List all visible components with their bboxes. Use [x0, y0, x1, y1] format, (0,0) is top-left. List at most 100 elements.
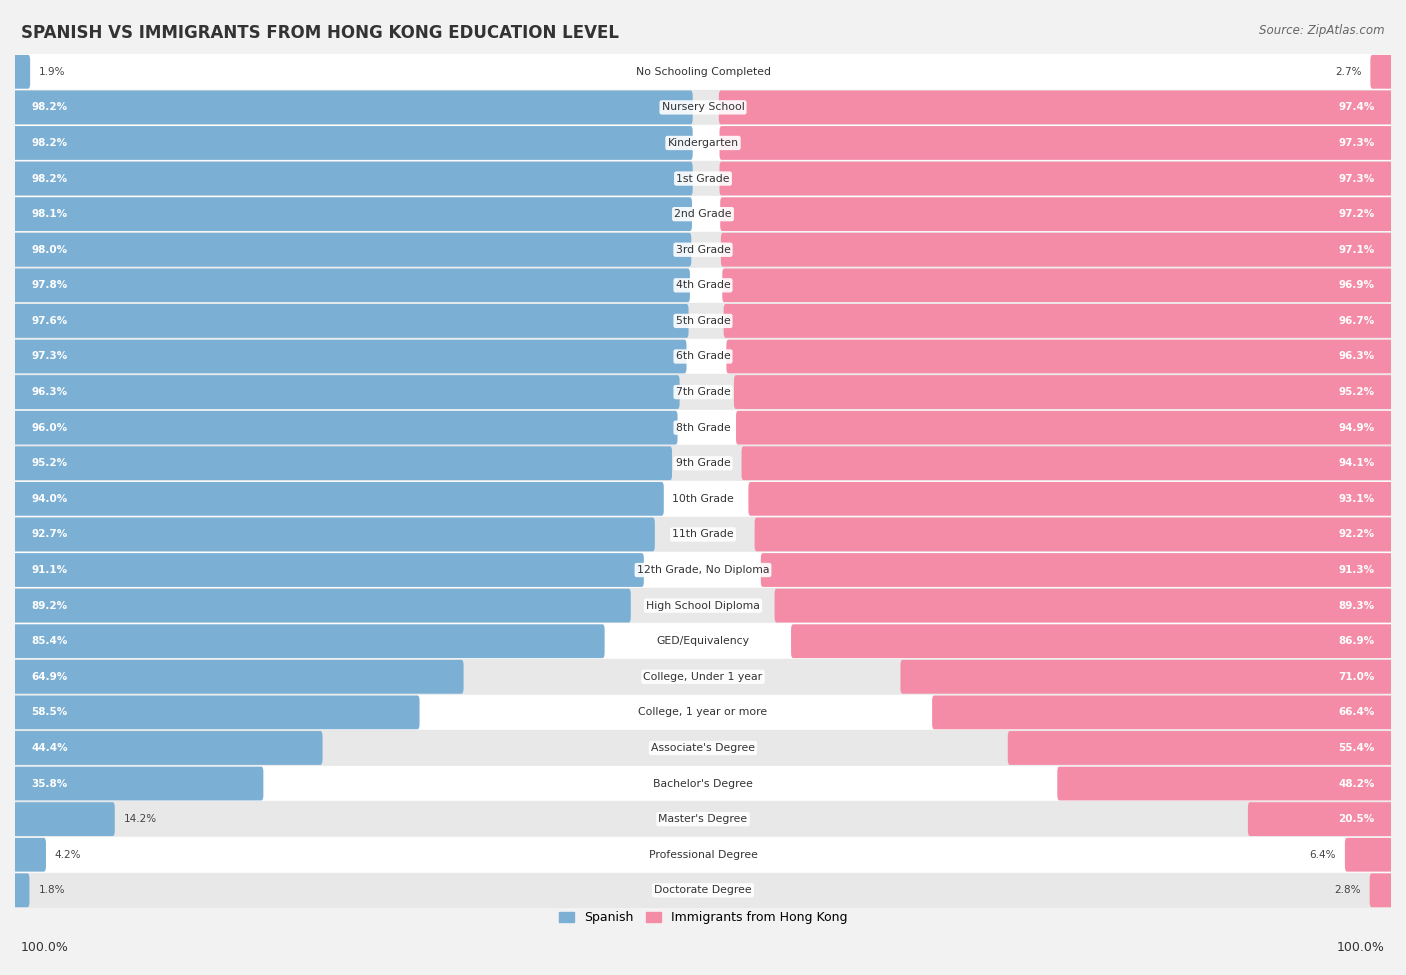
Text: 1.8%: 1.8% — [38, 885, 65, 895]
Text: 11th Grade: 11th Grade — [672, 529, 734, 539]
FancyBboxPatch shape — [13, 410, 678, 445]
FancyBboxPatch shape — [13, 874, 30, 907]
Bar — [15, 659, 1391, 694]
FancyBboxPatch shape — [13, 731, 322, 764]
Text: 10th Grade: 10th Grade — [672, 494, 734, 504]
FancyBboxPatch shape — [13, 838, 46, 872]
Bar — [15, 552, 1391, 588]
Text: 85.4%: 85.4% — [31, 637, 67, 646]
Bar — [15, 54, 1391, 90]
Text: 14.2%: 14.2% — [124, 814, 157, 824]
FancyBboxPatch shape — [13, 162, 693, 195]
Text: 3rd Grade: 3rd Grade — [675, 245, 731, 254]
Text: 2.8%: 2.8% — [1334, 885, 1361, 895]
Text: Doctorate Degree: Doctorate Degree — [654, 885, 752, 895]
Text: 91.1%: 91.1% — [31, 566, 67, 575]
Bar — [15, 232, 1391, 267]
FancyBboxPatch shape — [718, 91, 1393, 124]
Text: 66.4%: 66.4% — [1339, 708, 1375, 718]
FancyBboxPatch shape — [1249, 802, 1393, 836]
Text: 55.4%: 55.4% — [1339, 743, 1375, 753]
Bar — [15, 90, 1391, 125]
FancyBboxPatch shape — [1057, 766, 1393, 800]
Text: 96.3%: 96.3% — [1339, 352, 1375, 362]
Text: College, 1 year or more: College, 1 year or more — [638, 708, 768, 718]
FancyBboxPatch shape — [792, 624, 1393, 658]
Text: 98.2%: 98.2% — [31, 102, 67, 112]
Bar — [15, 801, 1391, 837]
Bar — [15, 517, 1391, 552]
Text: 35.8%: 35.8% — [31, 779, 67, 789]
Text: 20.5%: 20.5% — [1339, 814, 1375, 824]
FancyBboxPatch shape — [755, 518, 1393, 551]
FancyBboxPatch shape — [900, 660, 1393, 693]
Text: 92.7%: 92.7% — [31, 529, 67, 539]
Text: Professional Degree: Professional Degree — [648, 850, 758, 860]
FancyBboxPatch shape — [13, 268, 690, 302]
Bar — [15, 196, 1391, 232]
Bar — [15, 374, 1391, 410]
FancyBboxPatch shape — [13, 304, 689, 337]
FancyBboxPatch shape — [724, 304, 1393, 337]
FancyBboxPatch shape — [13, 624, 605, 658]
FancyBboxPatch shape — [13, 447, 672, 480]
Text: 91.3%: 91.3% — [1339, 566, 1375, 575]
FancyBboxPatch shape — [13, 660, 464, 693]
FancyBboxPatch shape — [748, 482, 1393, 516]
Text: 94.9%: 94.9% — [1339, 423, 1375, 433]
Text: GED/Equivalency: GED/Equivalency — [657, 637, 749, 646]
Text: 97.3%: 97.3% — [1339, 138, 1375, 148]
Text: 100.0%: 100.0% — [1337, 941, 1385, 955]
Text: 95.2%: 95.2% — [31, 458, 67, 468]
Text: 97.6%: 97.6% — [31, 316, 67, 326]
FancyBboxPatch shape — [13, 126, 693, 160]
FancyBboxPatch shape — [13, 233, 692, 266]
Text: 5th Grade: 5th Grade — [676, 316, 730, 326]
Text: Nursery School: Nursery School — [662, 102, 744, 112]
Text: 58.5%: 58.5% — [31, 708, 67, 718]
Text: 89.2%: 89.2% — [31, 601, 67, 610]
Text: Associate's Degree: Associate's Degree — [651, 743, 755, 753]
Bar — [15, 730, 1391, 765]
Bar — [15, 303, 1391, 338]
Text: 44.4%: 44.4% — [31, 743, 67, 753]
Text: 95.2%: 95.2% — [1339, 387, 1375, 397]
FancyBboxPatch shape — [13, 766, 263, 800]
Bar — [15, 694, 1391, 730]
FancyBboxPatch shape — [13, 339, 686, 373]
Text: 8th Grade: 8th Grade — [676, 423, 730, 433]
Bar — [15, 837, 1391, 873]
FancyBboxPatch shape — [721, 233, 1393, 266]
Text: 97.3%: 97.3% — [1339, 174, 1375, 183]
FancyBboxPatch shape — [735, 410, 1393, 445]
Text: 64.9%: 64.9% — [31, 672, 67, 682]
FancyBboxPatch shape — [13, 518, 655, 551]
Text: 96.9%: 96.9% — [1339, 281, 1375, 291]
Bar — [15, 338, 1391, 374]
Text: SPANISH VS IMMIGRANTS FROM HONG KONG EDUCATION LEVEL: SPANISH VS IMMIGRANTS FROM HONG KONG EDU… — [21, 24, 619, 42]
Text: 6th Grade: 6th Grade — [676, 352, 730, 362]
Text: 6.4%: 6.4% — [1309, 850, 1336, 860]
Text: 96.0%: 96.0% — [31, 423, 67, 433]
Text: No Schooling Completed: No Schooling Completed — [636, 67, 770, 77]
FancyBboxPatch shape — [727, 339, 1393, 373]
FancyBboxPatch shape — [720, 126, 1393, 160]
Bar — [15, 623, 1391, 659]
Text: 98.0%: 98.0% — [31, 245, 67, 254]
Text: 1st Grade: 1st Grade — [676, 174, 730, 183]
Text: Source: ZipAtlas.com: Source: ZipAtlas.com — [1260, 24, 1385, 37]
Text: 12th Grade, No Diploma: 12th Grade, No Diploma — [637, 566, 769, 575]
Text: 97.3%: 97.3% — [31, 352, 67, 362]
Text: 1.9%: 1.9% — [39, 67, 66, 77]
FancyBboxPatch shape — [1346, 838, 1393, 872]
Text: 2nd Grade: 2nd Grade — [675, 210, 731, 219]
Text: 97.2%: 97.2% — [1339, 210, 1375, 219]
Text: 98.2%: 98.2% — [31, 174, 67, 183]
Text: 86.9%: 86.9% — [1339, 637, 1375, 646]
Text: 4th Grade: 4th Grade — [676, 281, 730, 291]
Bar — [15, 765, 1391, 801]
Text: 7th Grade: 7th Grade — [676, 387, 730, 397]
Text: 48.2%: 48.2% — [1339, 779, 1375, 789]
Legend: Spanish, Immigrants from Hong Kong: Spanish, Immigrants from Hong Kong — [554, 906, 852, 929]
Bar — [15, 125, 1391, 161]
